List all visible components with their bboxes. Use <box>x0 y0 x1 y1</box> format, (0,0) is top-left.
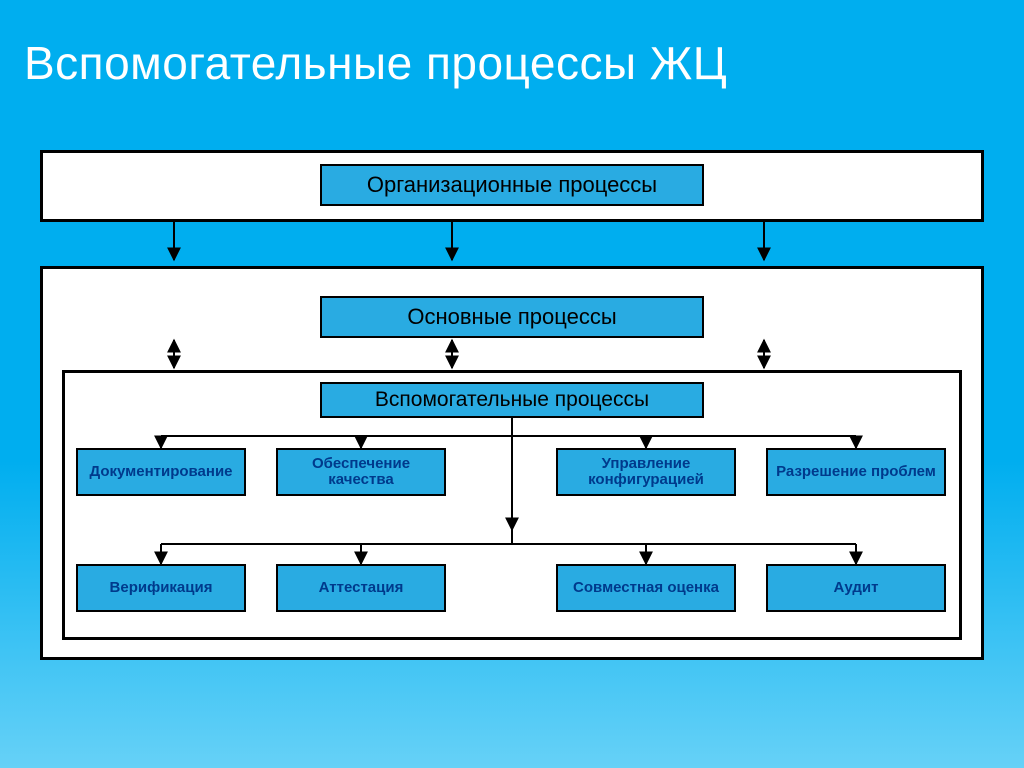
box-quality: Обеспечение качества <box>276 448 446 496</box>
box-documentation: Документирование <box>76 448 246 496</box>
box-auxiliary: Вспомогательные процессы <box>320 382 704 418</box>
box-audit: Аудит <box>766 564 946 612</box>
box-verification: Верификация <box>76 564 246 612</box>
slide-title: Вспомогательные процессы ЖЦ <box>24 36 727 90</box>
box-main: Основные процессы <box>320 296 704 338</box>
box-attestation: Аттестация <box>276 564 446 612</box>
box-joint-review: Совместная оценка <box>556 564 736 612</box>
box-config: Управление конфигурацией <box>556 448 736 496</box>
box-problems: Разрешение проблем <box>766 448 946 496</box>
box-organizational: Организационные процессы <box>320 164 704 206</box>
